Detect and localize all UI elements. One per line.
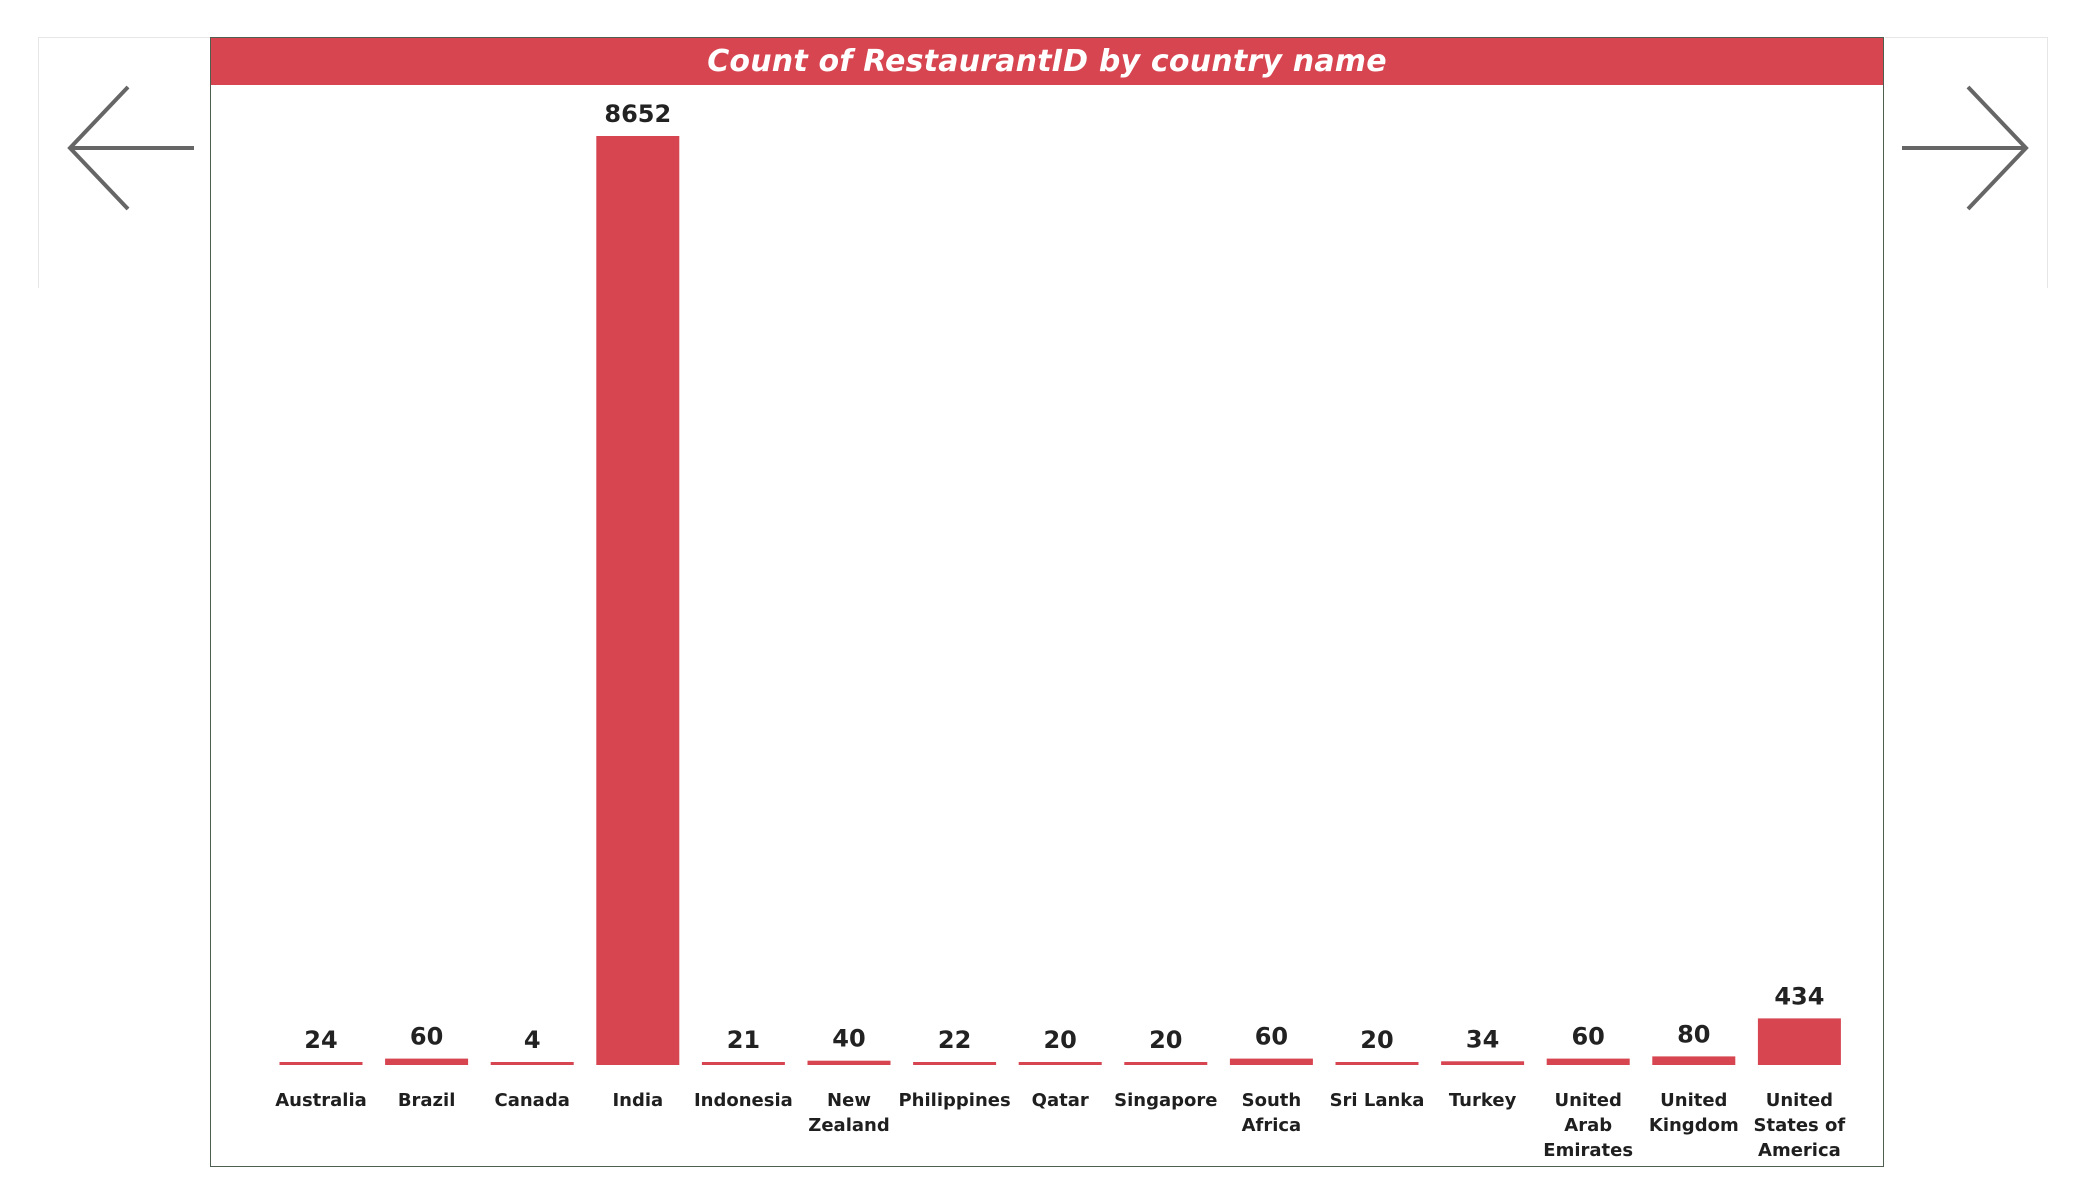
arrow-left-icon[interactable]	[66, 85, 196, 215]
right-nav-panel	[1885, 37, 2048, 288]
value-label-india: 8652	[604, 100, 671, 128]
category-label-turkey: Turkey	[1449, 1090, 1517, 1111]
left-nav-panel	[38, 37, 211, 288]
bar-south-africa[interactable]	[1229, 1058, 1313, 1065]
value-label-sri-lanka: 20	[1360, 1026, 1393, 1054]
value-label-canada: 4	[524, 1026, 541, 1054]
category-label-philippines: Philippines	[898, 1090, 1010, 1111]
category-label-indonesia: Indonesia	[694, 1090, 793, 1111]
category-label-sri-lanka: Sri Lanka	[1330, 1090, 1425, 1111]
value-label-united-states-of-america: 434	[1774, 982, 1824, 1010]
category-label-united-arab-emirates: United Arab Emirates	[1543, 1090, 1633, 1161]
value-label-singapore: 20	[1149, 1026, 1182, 1054]
value-label-indonesia: 21	[727, 1026, 760, 1054]
value-label-new-zealand: 40	[832, 1025, 865, 1053]
bar-turkey[interactable]	[1441, 1061, 1525, 1065]
bar-philippines[interactable]	[913, 1062, 997, 1065]
bar-united-kingdom[interactable]	[1652, 1056, 1736, 1065]
value-label-united-arab-emirates: 60	[1571, 1023, 1604, 1051]
bar-united-states-of-america[interactable]	[1757, 1018, 1841, 1065]
bar-indonesia[interactable]	[701, 1062, 785, 1065]
category-label-united-states-of-america: United States of America	[1754, 1090, 1846, 1161]
category-label-united-kingdom: United Kingdom	[1649, 1090, 1739, 1136]
bar-qatar[interactable]	[1018, 1062, 1102, 1065]
bar-chart: 24 Australia 60 Brazil 4 Canada 8652 India 21 Ind…	[275, 100, 1846, 1161]
bar-brazil[interactable]	[385, 1058, 469, 1065]
category-label-canada: Canada	[495, 1090, 570, 1111]
value-label-australia: 24	[304, 1026, 337, 1054]
category-label-india: India	[612, 1090, 663, 1111]
category-label-south-africa: South Africa	[1242, 1090, 1302, 1136]
value-label-south-africa: 60	[1255, 1023, 1288, 1051]
category-label-singapore: Singapore	[1114, 1090, 1217, 1111]
bar-india[interactable]	[596, 136, 680, 1065]
value-label-united-kingdom: 80	[1677, 1020, 1710, 1048]
bar-canada[interactable]	[490, 1062, 574, 1065]
category-label-brazil: Brazil	[398, 1090, 456, 1111]
category-label-australia: Australia	[275, 1090, 367, 1111]
value-label-brazil: 60	[410, 1023, 443, 1051]
value-label-philippines: 22	[938, 1026, 971, 1054]
value-label-turkey: 34	[1466, 1025, 1499, 1053]
value-label-qatar: 20	[1043, 1026, 1076, 1054]
chart-title: Count of RestaurantID by country name	[707, 44, 1387, 79]
chart-title-bar: Count of RestaurantID by country name	[211, 38, 1883, 85]
bar-chart-card: 24 Australia 60 Brazil 4 Canada 8652 India 21 Ind…	[210, 37, 1884, 1167]
bar-new-zealand[interactable]	[807, 1060, 891, 1065]
bar-sri-lanka[interactable]	[1335, 1062, 1419, 1065]
category-label-new-zealand: New Zealand	[808, 1090, 889, 1136]
bar-singapore[interactable]	[1124, 1062, 1208, 1065]
category-label-qatar: Qatar	[1032, 1090, 1089, 1111]
arrow-right-icon[interactable]	[1900, 85, 2030, 215]
bar-australia[interactable]	[279, 1062, 363, 1065]
bar-united-arab-emirates[interactable]	[1546, 1058, 1630, 1065]
